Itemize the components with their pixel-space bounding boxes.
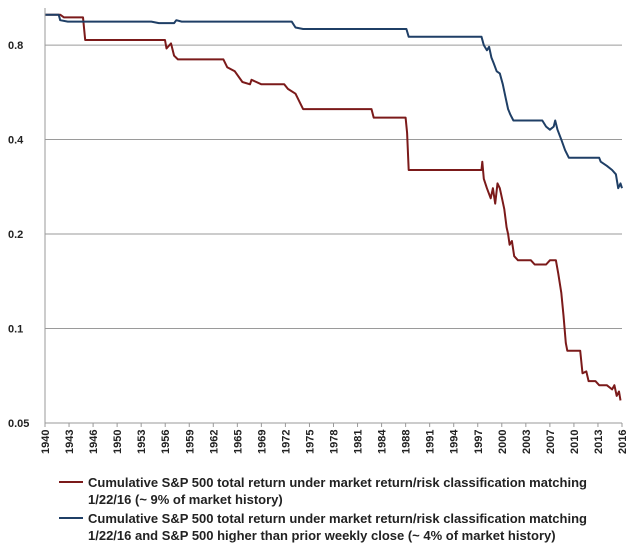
- x-tick-label: 2007: [545, 430, 557, 454]
- x-tick-label: 1940: [40, 430, 52, 454]
- x-tick-label: 1988: [401, 430, 413, 454]
- legend: Cumulative S&P 500 total return under ma…: [59, 475, 587, 543]
- y-tick-label: 0.05: [8, 418, 29, 430]
- x-tick-label: 1959: [184, 430, 196, 454]
- x-tick-label: 2003: [521, 430, 533, 454]
- x-tick-label: 1956: [160, 430, 172, 454]
- y-axis-ticks: 0.8 0.4 0.2 0.1 0.05: [8, 40, 29, 430]
- series-line-1: [45, 13, 622, 401]
- x-tick-label: 1950: [112, 430, 124, 454]
- x-tick-label: 1946: [88, 430, 100, 454]
- x-tick-label: 2010: [569, 430, 581, 454]
- y-tick-label: 0.8: [8, 40, 23, 52]
- y-tick-label: 0.1: [8, 324, 23, 336]
- y-tick-label: 0.2: [8, 229, 23, 241]
- x-tick-label: 1975: [304, 430, 316, 454]
- x-axis-ticks: 1940 1943 1946 1950 1953 1956 1959 1962 1965 1969…: [40, 423, 629, 454]
- legend-label-2: Cumulative S&P 500 total return under ma…: [88, 511, 587, 526]
- x-tick-label: 2000: [497, 430, 509, 454]
- legend-label-1: 1/22/16 (~ 9% of market history): [88, 492, 283, 507]
- series-line-2: [45, 13, 623, 190]
- x-tick-label: 1969: [256, 430, 268, 454]
- x-tick-label: 1978: [329, 430, 341, 454]
- x-tick-label: 1984: [377, 429, 389, 454]
- legend-label-2: 1/22/16 and S&P 500 higher than prior we…: [88, 528, 556, 543]
- legend-label-1: Cumulative S&P 500 total return under ma…: [88, 475, 587, 490]
- x-tick-label: 1972: [280, 430, 292, 454]
- x-tick-label: 1943: [64, 430, 76, 454]
- x-tick-label: 2013: [593, 430, 605, 454]
- series-lines: [45, 13, 623, 401]
- gridlines: [45, 44, 622, 330]
- x-tick-label: 2016: [617, 430, 629, 454]
- x-tick-label: 1991: [425, 430, 437, 454]
- x-tick-label: 1994: [449, 429, 461, 454]
- y-tick-label: 0.4: [8, 135, 24, 147]
- x-tick-label: 1981: [353, 430, 365, 454]
- x-tick-label: 1965: [232, 430, 244, 454]
- x-tick-label: 1997: [473, 430, 485, 454]
- x-tick-label: 1953: [136, 430, 148, 454]
- x-tick-label: 1962: [208, 430, 220, 454]
